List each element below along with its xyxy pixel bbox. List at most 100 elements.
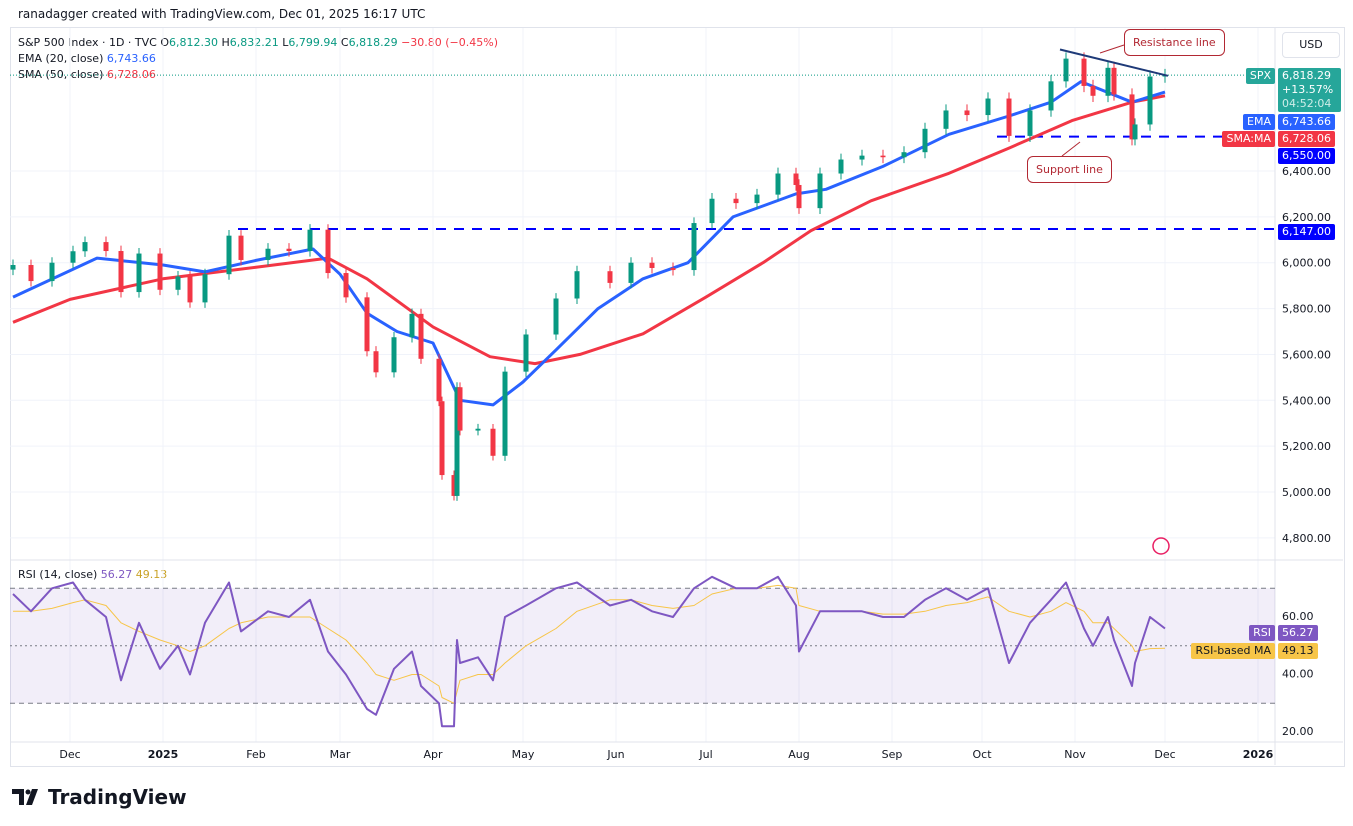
candle-body [175,276,181,290]
brand-name: TradingView [48,785,187,809]
support-callout-pointer [1061,141,1081,157]
bar-countdown: 04:52:04 [1282,97,1332,110]
x-tick-label: 2026 [1243,748,1274,761]
ema-legend[interactable]: EMA (20, close) 6,743.66 [18,52,156,65]
y-tick-label: 4,800.00 [1282,532,1331,545]
candle-body [364,297,370,352]
candle-body [796,184,802,209]
candle-body [307,229,313,252]
close-value: 6,818.29 [348,36,398,49]
candle-body [10,265,16,270]
rsi-ma-value-tag: 49.13 [1278,643,1318,659]
candle-body [1132,124,1138,140]
sma-legend[interactable]: SMA (50, close) 6,728.06 [18,68,156,81]
chart-frame [10,27,1345,767]
candle-body [964,110,970,116]
close-label: C [340,36,349,49]
candle-body [451,475,457,496]
x-tick-label: Sep [882,748,903,761]
rsi-ma-label-tag: RSI-based MA [1191,643,1275,659]
candle-body [454,387,460,496]
sma-label: SMA (50, close) [18,68,104,81]
symbol-legend[interactable]: S&P 500 Index · 1D · TVC O6,812.30 H6,83… [18,36,498,49]
candle-body [523,334,529,372]
spx-label-tag: SPX [1245,68,1275,84]
candle-body [157,253,163,290]
rsi-value-tag: 56.27 [1278,625,1318,641]
candle-body [82,242,88,252]
rsi-ma-value: 49.13 [135,568,168,581]
y-tick-label: 5,200.00 [1282,440,1331,453]
y-tick-label: 5,600.00 [1282,348,1331,361]
resistance-annotation[interactable]: Resistance line [1124,29,1225,56]
x-tick-label: 2025 [148,748,179,761]
rsi-legend[interactable]: RSI (14, close) 56.27 49.13 [18,568,167,581]
x-tick-label: Jun [606,748,624,761]
support-annotation[interactable]: Support line [1027,156,1112,183]
y-tick-label: 6,200.00 [1282,211,1331,224]
rsi-tick-label: 20.00 [1282,725,1314,738]
candle-body [490,428,496,456]
rsi-label: RSI (14, close) [18,568,98,581]
low-value: 6,799.94 [288,36,338,49]
candle-body [1048,81,1054,111]
candle-body [1129,94,1135,140]
x-tick-label: Mar [330,748,351,761]
y-tick-label: 5,000.00 [1282,486,1331,499]
candle-body [202,274,208,303]
x-tick-label: Dec [59,748,80,761]
open-value: 6,812.30 [169,36,218,49]
y-tick-label: 5,800.00 [1282,303,1331,316]
ema-value: 6,743.66 [106,52,156,65]
x-tick-label: Oct [972,748,992,761]
rsi-value: 56.27 [100,568,133,581]
candle-body [502,371,508,456]
candle-body [409,313,415,338]
candle-body [238,235,244,260]
candle-body [343,273,349,298]
candle-body [1105,67,1111,96]
candle-body [793,173,799,185]
y-tick-label: 6,000.00 [1282,257,1331,270]
candle-body [985,98,991,116]
support-price-tag: 6,550.00 [1278,148,1335,164]
candle-body [670,267,676,271]
low-label: L [282,36,289,49]
candle-body [553,298,559,335]
x-tick-label: Dec [1154,748,1175,761]
y-tick-label: 5,400.00 [1282,394,1331,407]
candle-body [628,262,634,283]
tradingview-logo[interactable]: TradingView [12,785,187,809]
candle-body [28,265,34,282]
high-label: H [221,36,230,49]
candle-body [1081,58,1087,86]
candle-body [607,271,613,283]
candle-body [118,251,124,293]
sma-value: 6,728.06 [106,68,156,81]
spx-price-tag: 6,818.29 +13.57% 04:52:04 [1278,68,1341,112]
currency-button[interactable]: USD [1282,32,1340,58]
candle-body [880,155,886,158]
candle-body [859,155,865,160]
high-value: 6,832.21 [229,36,279,49]
lightning-event-icon [1152,537,1170,555]
candle-body [691,223,697,271]
x-tick-label: Nov [1064,748,1086,761]
resistance-trendline [1059,48,1169,77]
candle-body [901,152,907,158]
candle-body [709,198,715,224]
sma-price-tag: 6,728.06 [1278,131,1335,147]
candle-body [754,194,760,204]
candle-body [391,337,397,373]
candle-body [1006,98,1012,136]
candle-body [574,271,580,299]
candle-body [436,358,442,402]
level-price-tag: 6,147.00 [1278,224,1335,240]
candle-body [286,248,292,252]
candle-body [838,159,844,174]
candle-body [136,253,142,293]
candle-body [265,248,271,260]
candle-body [418,313,424,359]
candle-body [187,276,193,303]
